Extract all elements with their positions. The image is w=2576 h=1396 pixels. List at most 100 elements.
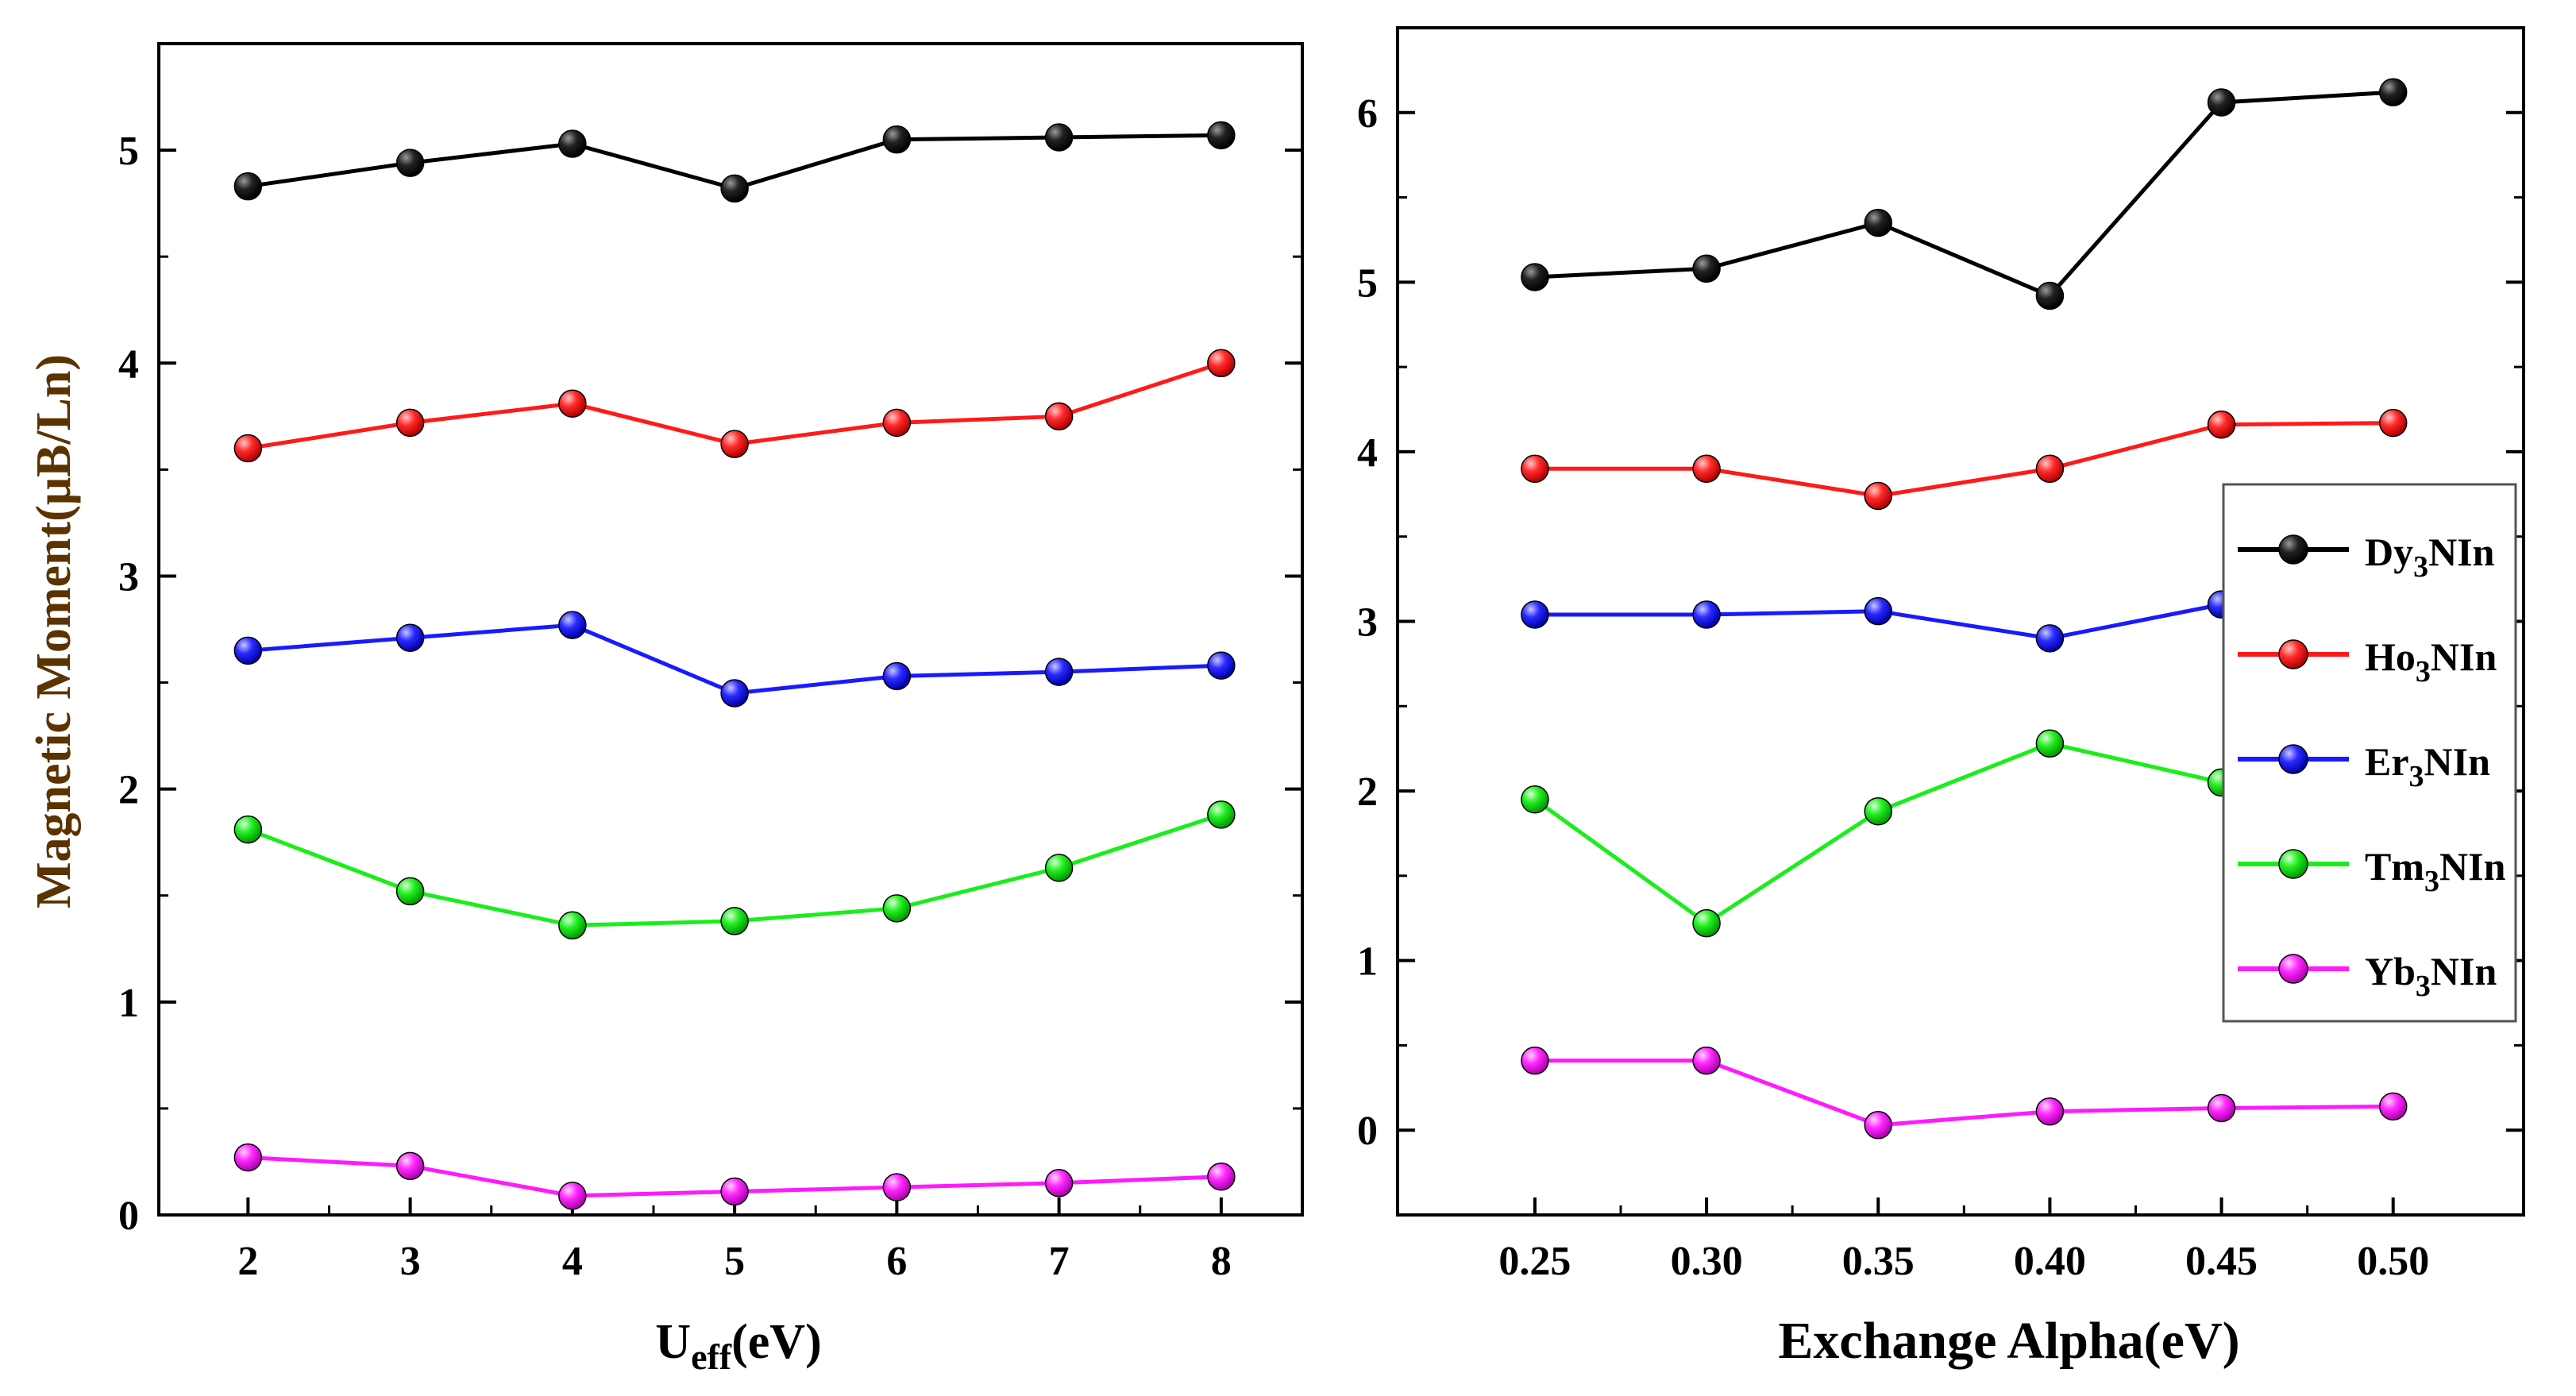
right-point-dy3nin (2378, 78, 2408, 106)
right-x-tick-label: 0.30 (1671, 1239, 1743, 1284)
right-x-tick-label: 0.40 (2014, 1239, 2086, 1284)
left-point-yb3nin (233, 1143, 263, 1172)
left-point-yb3nin (395, 1151, 425, 1181)
legend-marker-yb (2278, 954, 2308, 984)
left-x-tick-label: 7 (1049, 1239, 1070, 1284)
left-y-tick-label: 2 (118, 768, 139, 813)
right-series-line-ho3nin (1534, 421, 2393, 498)
right-point-tm3nin (1692, 908, 1721, 938)
left-point-ho3nin (1044, 402, 1074, 431)
right-point-ho3nin (1521, 454, 1549, 484)
left-x-tick-label: 3 (400, 1239, 421, 1284)
left-point-yb3nin (1044, 1169, 1074, 1197)
left-plot-frame (157, 42, 1304, 1217)
left-x-tick-label: 2 (237, 1239, 258, 1284)
right-point-dy3nin (1521, 263, 1549, 291)
right-point-yb3nin (2035, 1097, 2065, 1126)
right-point-er3nin (1864, 596, 1892, 626)
right-y-tick-label: 6 (1357, 91, 1378, 137)
legend-label-tail: NIn (2431, 949, 2497, 993)
right-x-tick-label: 0.50 (2357, 1239, 2429, 1284)
right-point-yb3nin (1521, 1046, 1549, 1075)
legend-label-tail: NIn (2439, 844, 2506, 889)
right-point-ho3nin (1692, 454, 1721, 484)
right-y-tick-label: 2 (1357, 769, 1378, 815)
left-x-axis-label: Ueff(eV) (655, 1315, 821, 1377)
left-y-tick-label: 5 (118, 129, 139, 174)
left-point-dy3nin (233, 172, 263, 201)
left-point-er3nin (395, 623, 425, 652)
left-point-er3nin (882, 661, 912, 691)
left-point-tm3nin (395, 877, 425, 906)
legend-marker-tm (2278, 849, 2308, 879)
left-point-er3nin (1207, 651, 1236, 680)
legend-label-subscript: 3 (2424, 865, 2439, 898)
left-point-yb3nin (720, 1177, 749, 1206)
right-point-yb3nin (1864, 1111, 1892, 1140)
left-y-tick-label: 3 (118, 554, 139, 600)
left-point-yb3nin (558, 1182, 587, 1210)
left-point-er3nin (720, 679, 749, 708)
legend-label-element: Ho (2365, 634, 2416, 679)
right-x-tick-label: 0.45 (2185, 1239, 2258, 1284)
legend-label-yb: Yb3NIn (2365, 949, 2497, 1003)
left-point-ho3nin (1207, 349, 1236, 378)
left-point-er3nin (1044, 658, 1074, 686)
left-point-yb3nin (882, 1173, 912, 1201)
legend-marker-ho (2278, 639, 2308, 669)
y-axis-label: Magnetic Moment(μB/Ln) (27, 354, 81, 908)
legend-label-tail: NIn (2424, 739, 2491, 784)
left-point-dy3nin (558, 129, 587, 158)
legend-label-subscript: 3 (2416, 970, 2431, 1003)
right-point-ho3nin (2035, 454, 2065, 484)
right-point-dy3nin (2035, 281, 2065, 310)
left-point-tm3nin (558, 911, 587, 940)
right-y-tick-label: 0 (1357, 1109, 1378, 1154)
right-series-line-dy3nin (1534, 90, 2393, 299)
left-x-tick-label: 5 (724, 1239, 745, 1284)
legend-marker-er (2278, 744, 2308, 774)
right-x-tick-label: 0.25 (1498, 1239, 1571, 1284)
right-point-yb3nin (2207, 1093, 2236, 1123)
left-x-tick-label: 6 (886, 1239, 907, 1284)
legend-label-subscript: 3 (2416, 655, 2431, 688)
legend-label-tail: NIn (2431, 634, 2497, 679)
right-point-yb3nin (2378, 1092, 2408, 1121)
left-x-axis-label-main: U (655, 1315, 691, 1369)
legend-label-element: Yb (2365, 949, 2416, 993)
left-x-axis-label-tail: (eV) (731, 1315, 822, 1369)
right-point-ho3nin (2378, 408, 2408, 438)
legend-label-dy: Dy3NIn (2365, 530, 2495, 584)
legend-label-tail: NIn (2428, 530, 2495, 574)
legend-label-element: Er (2365, 739, 2409, 784)
left-x-tick-label: 4 (562, 1239, 583, 1284)
left-point-ho3nin (720, 430, 749, 458)
legend-label-subscript: 3 (2409, 760, 2424, 793)
right-y-tick-label: 3 (1357, 600, 1378, 646)
left-point-er3nin (558, 611, 587, 639)
left-y-tick-label: 1 (118, 981, 139, 1026)
left-point-tm3nin (1044, 854, 1074, 882)
right-point-tm3nin (1521, 785, 1549, 814)
right-point-dy3nin (1692, 254, 1721, 283)
legend-label-tm: Tm3NIn (2365, 844, 2506, 898)
right-point-ho3nin (1864, 481, 1892, 511)
right-y-tick-label: 5 (1357, 260, 1378, 306)
right-y-tick-label: 1 (1357, 939, 1378, 985)
left-point-ho3nin (882, 408, 912, 438)
left-point-ho3nin (558, 389, 587, 418)
left-point-tm3nin (882, 894, 912, 923)
left-point-er3nin (233, 636, 263, 665)
right-x-tick-label: 0.35 (1842, 1239, 1915, 1284)
right-point-er3nin (2035, 624, 2065, 653)
legend-label-subscript: 3 (2413, 550, 2428, 584)
left-point-dy3nin (882, 125, 912, 154)
right-point-tm3nin (1864, 796, 1892, 826)
left-y-tick-label: 4 (118, 341, 139, 387)
left-point-tm3nin (233, 815, 263, 844)
left-x-axis-label-sub: eff (691, 1336, 732, 1377)
right-point-dy3nin (2207, 88, 2236, 117)
right-y-tick-label: 4 (1357, 430, 1378, 476)
